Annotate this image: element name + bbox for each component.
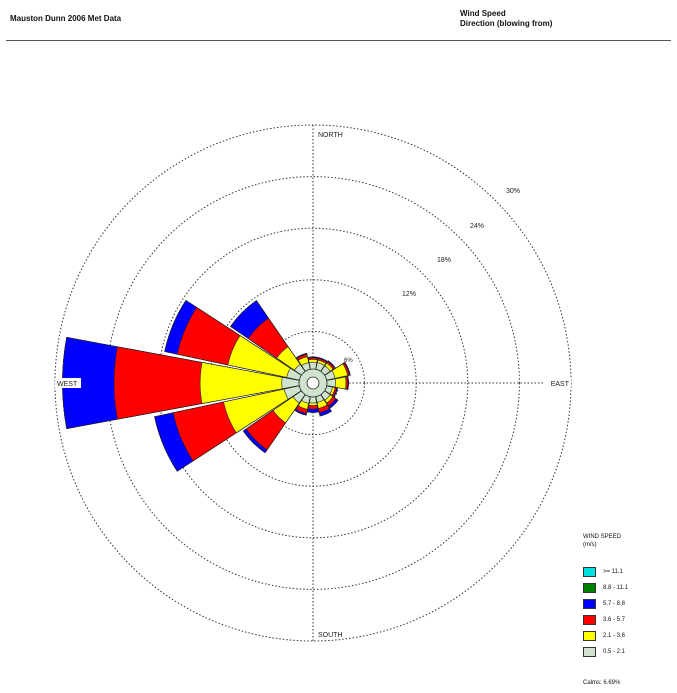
legend: WIND SPEED (m/s) >= 11.1 8.8 - 11.1 5.7 - … (583, 533, 673, 657)
ring-label-5: 30% (506, 188, 520, 195)
legend-swatch (583, 567, 596, 577)
legend-swatch (583, 631, 596, 641)
display-title-line2: Direction (blowing from) (460, 19, 553, 28)
compass-label-bg-south (316, 629, 342, 639)
legend-label: >= 11.1 (603, 569, 623, 575)
calm-center (306, 376, 320, 390)
petal-W-bin1 (281, 376, 314, 390)
legend-swatch (583, 615, 596, 625)
legend-swatch (583, 583, 596, 593)
legend-label: 8.8 - 11.1 (603, 585, 628, 591)
ring-label-2: 12% (402, 291, 416, 298)
legend-swatch (583, 599, 596, 609)
ring-label-4: 24% (470, 223, 484, 230)
compass-label-bg-north (316, 129, 342, 139)
header: Mauston Dunn 2006 Met Data Wind Speed Di… (0, 0, 677, 42)
legend-label: 2.1 - 3.6 (603, 633, 626, 639)
ring-label-3: 18% (437, 257, 451, 264)
calms-label: Calms: 6.69% (583, 680, 621, 686)
ring-3 (157, 227, 469, 539)
legend-label: 3.6 - 5.7 (603, 617, 626, 623)
display-title-line1: Wind Speed (460, 9, 506, 18)
compass-label-bg-east (545, 378, 571, 388)
display-title: Wind Speed Direction (blowing from) (460, 9, 552, 29)
legend-label: 5.7 - 8.8 (603, 601, 626, 607)
legend-label: 0.5 - 2.1 (603, 649, 626, 655)
compass-label-bg-west (55, 378, 81, 388)
compass-label-east: EAST (551, 381, 570, 388)
petal-W-bin2 (199, 362, 314, 404)
compass-label-north: NORTH (318, 132, 343, 139)
compass-label-west: WEST (57, 381, 78, 388)
legend-unit: (m/s) (583, 542, 597, 548)
legend-swatch (583, 647, 596, 657)
legend-title: WIND SPEED (583, 534, 622, 540)
ring-label-1: 6% (344, 358, 353, 364)
compass-label-south: SOUTH (318, 632, 343, 639)
header-divider (6, 40, 671, 41)
report-title: Mauston Dunn 2006 Met Data (10, 14, 122, 23)
